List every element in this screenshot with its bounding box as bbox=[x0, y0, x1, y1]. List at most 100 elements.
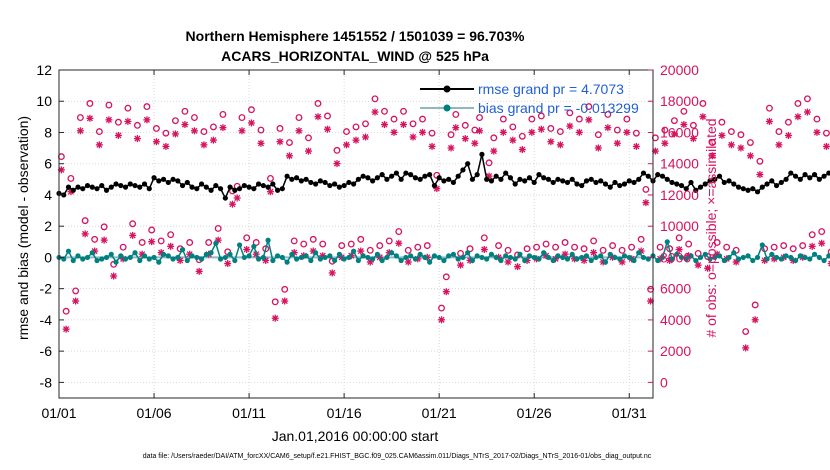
obs-possible-point bbox=[305, 134, 312, 142]
rmse-point bbox=[355, 176, 361, 182]
bias-point bbox=[441, 257, 447, 264]
rmse-point bbox=[441, 178, 447, 184]
obs-possible-point bbox=[461, 121, 469, 129]
obs-assimilated-point bbox=[409, 133, 417, 141]
obs-possible-point bbox=[76, 114, 84, 121]
bias-point bbox=[255, 256, 262, 262]
rmse-point bbox=[108, 184, 114, 190]
bias-point bbox=[807, 256, 813, 262]
bias-point bbox=[327, 253, 333, 259]
obs-possible-point bbox=[580, 245, 588, 253]
bias-point bbox=[745, 253, 751, 259]
bias-point bbox=[593, 254, 599, 261]
bias-point bbox=[322, 254, 328, 261]
obs-possible-point bbox=[381, 107, 388, 115]
bias-point bbox=[374, 251, 380, 257]
bias-point bbox=[503, 253, 509, 259]
bias-point bbox=[659, 254, 666, 261]
bias-point bbox=[422, 254, 428, 261]
obs-assimilated-point bbox=[228, 200, 236, 208]
obs-assimilated-point bbox=[243, 245, 251, 253]
obs-possible-point bbox=[680, 107, 688, 115]
rmse-point bbox=[821, 173, 827, 179]
bias-point bbox=[298, 254, 304, 261]
obs-assimilated-point bbox=[190, 127, 198, 135]
bias-point bbox=[669, 256, 675, 262]
obs-assimilated-point bbox=[133, 135, 141, 143]
obs-assimilated-point bbox=[124, 117, 132, 125]
bias-point bbox=[697, 254, 704, 261]
bias-point bbox=[260, 254, 266, 261]
bias-point bbox=[531, 254, 537, 261]
rmse-point bbox=[170, 176, 176, 182]
obs-possible-point bbox=[72, 287, 80, 295]
rmse-point bbox=[370, 178, 376, 184]
bias-point bbox=[778, 256, 784, 262]
obs-possible-point bbox=[737, 131, 745, 139]
obs-assimilated-point bbox=[400, 121, 408, 129]
obs-assimilated-point bbox=[114, 131, 122, 139]
bias-point bbox=[75, 253, 81, 259]
bias-point bbox=[479, 254, 485, 261]
obs-assimilated-point bbox=[504, 258, 512, 266]
rmse-point bbox=[270, 181, 276, 187]
obs-possible-point bbox=[171, 117, 179, 125]
bias-point bbox=[788, 254, 794, 261]
rmse-point bbox=[683, 186, 689, 192]
obs-possible-point bbox=[157, 237, 165, 245]
rmse-point bbox=[332, 181, 338, 187]
rmse-point bbox=[583, 178, 590, 184]
y-axis-label-left: rmse and bias (model - observation) bbox=[15, 116, 31, 340]
rmse-point bbox=[735, 184, 742, 190]
obs-possible-point bbox=[661, 126, 669, 134]
obs-possible-point bbox=[751, 301, 759, 309]
obs-possible-point bbox=[419, 115, 426, 123]
obs-possible-point bbox=[713, 239, 721, 246]
rmse-point bbox=[778, 179, 784, 186]
bias-point bbox=[408, 253, 414, 259]
obs-assimilated-point bbox=[143, 116, 151, 124]
bias-point bbox=[198, 256, 205, 262]
obs-possible-point bbox=[267, 175, 274, 182]
rmse-point bbox=[574, 181, 580, 187]
rmse-point bbox=[436, 175, 442, 181]
bias-point bbox=[488, 251, 495, 257]
bias-point bbox=[265, 237, 271, 243]
rmse-point bbox=[740, 186, 746, 192]
legend-rmse-label: rmse grand pr = 4.7073 bbox=[478, 81, 624, 97]
rmse-point bbox=[493, 173, 499, 179]
obs-possible-point bbox=[718, 118, 726, 126]
rmse-point bbox=[274, 187, 281, 193]
y-tick-label-right: 2000 bbox=[660, 343, 691, 359]
obs-possible-point bbox=[775, 128, 783, 136]
bias-point bbox=[222, 254, 228, 261]
rmse-point bbox=[137, 184, 143, 190]
obs-possible-point bbox=[571, 243, 579, 251]
obs-possible-point bbox=[414, 243, 422, 251]
obs-assimilated-point bbox=[803, 108, 811, 116]
x-tick-label: 01/06 bbox=[137, 405, 172, 421]
obs-assimilated-point bbox=[623, 128, 631, 136]
rmse-point bbox=[65, 184, 72, 190]
obs-possible-point bbox=[561, 239, 569, 246]
bias-point bbox=[332, 257, 338, 264]
bias-series bbox=[56, 237, 830, 265]
rmse-point bbox=[84, 182, 91, 189]
bias-point bbox=[664, 239, 670, 245]
rmse-point bbox=[797, 176, 803, 182]
obs-possible-point bbox=[452, 110, 460, 118]
legend-rmse-marker bbox=[443, 85, 451, 93]
obs-assimilated-point bbox=[585, 116, 593, 124]
obs-assimilated-point bbox=[209, 136, 217, 144]
bias-point bbox=[170, 256, 176, 262]
bias-point bbox=[498, 257, 504, 264]
obs-possible-point bbox=[129, 220, 137, 228]
rmse-point bbox=[255, 181, 262, 187]
bias-point bbox=[688, 253, 694, 259]
bias-point bbox=[89, 250, 95, 256]
bias-point bbox=[826, 253, 830, 259]
rmse-point bbox=[75, 184, 81, 190]
bias-point bbox=[184, 257, 190, 264]
y-tick-label-right: 4000 bbox=[660, 312, 691, 328]
obs-possible-point bbox=[495, 242, 503, 250]
